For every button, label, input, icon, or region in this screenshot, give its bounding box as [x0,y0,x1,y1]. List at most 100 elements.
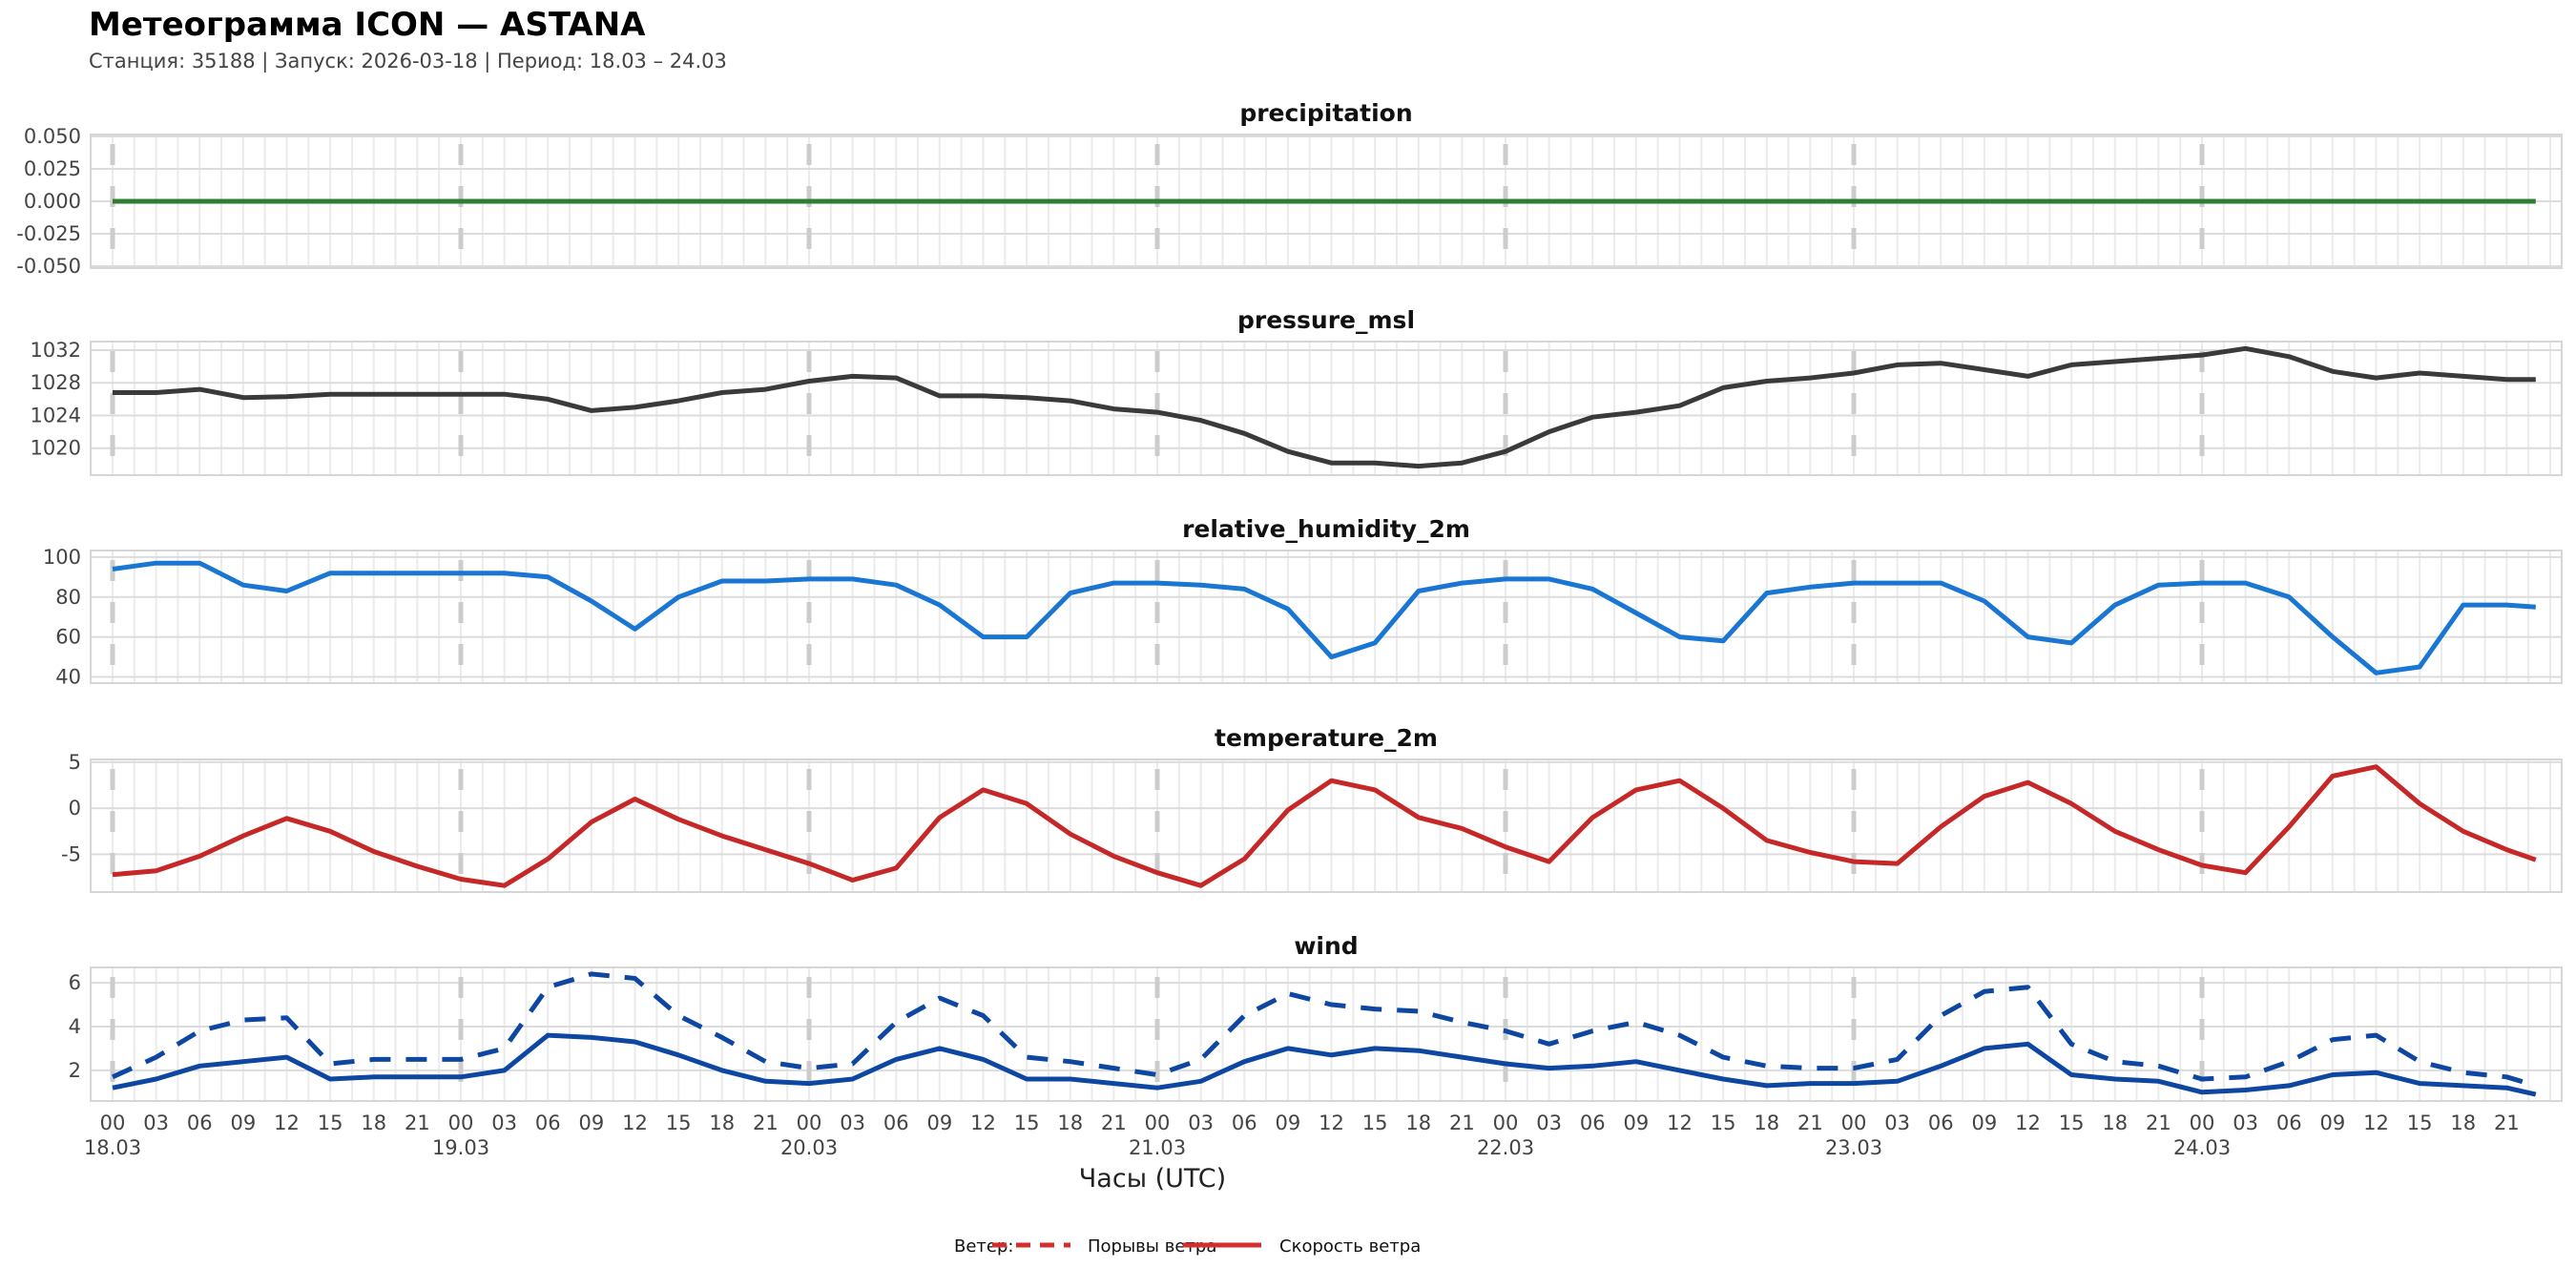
x-tick-label: 21 [2146,1111,2171,1134]
chart-subtitle: Станция: 35188 | Запуск: 2026-03-18 | Пе… [89,50,727,73]
x-tick-label: 03 [840,1111,865,1134]
x-tick-label: 06 [535,1111,561,1134]
x-date-label: 24.03 [2173,1136,2231,1159]
y-tick-label: 80 [55,586,81,609]
x-date-label: 22.03 [1477,1136,1534,1159]
wind-gust-line-wind [111,971,2537,1089]
x-tick-label: 09 [579,1111,605,1134]
y-tick-label: 5 [69,751,81,774]
x-tick-label: 12 [1319,1111,1344,1134]
x-tick-label: 12 [274,1111,300,1134]
x-tick-label: 00 [1145,1111,1171,1134]
x-tick-label: 21 [1449,1111,1475,1134]
x-tick-label: 21 [405,1111,430,1134]
x-tick-label: 00 [797,1111,822,1134]
panel-frame [90,550,2563,684]
x-tick-label: 15 [2059,1111,2085,1134]
y-tick-label: 0.025 [24,157,81,180]
legend-gust-label: Порывы ветра [1088,1236,1216,1257]
y-tick-label: 40 [55,666,81,689]
panel-frame [90,758,2563,893]
panel-title: temperature_2m [1215,724,1438,752]
x-axis-label: Часы (UTC) [1079,1164,1226,1194]
series-line-wind [112,1032,2537,1097]
x-date-label: 20.03 [780,1136,838,1159]
x-date-label: 23.03 [1825,1136,1882,1159]
legend-title: Ветер: [954,1236,1013,1257]
x-tick-label: 06 [1580,1111,1606,1134]
x-tick-label: 06 [2276,1111,2302,1134]
x-tick-label: 12 [2015,1111,2041,1134]
x-tick-label: 15 [666,1111,692,1134]
x-tick-label: 12 [2363,1111,2389,1134]
x-tick-label: 00 [1841,1111,1867,1134]
x-tick-label: 09 [2320,1111,2346,1134]
x-tick-label: 21 [1101,1111,1127,1134]
y-tick-label: 1024 [31,404,81,426]
y-tick-label: 4 [69,1015,81,1038]
x-tick-label: 00 [448,1111,474,1134]
x-tick-label: 06 [1232,1111,1257,1134]
x-tick-label: 18 [709,1111,735,1134]
x-date-label: 18.03 [84,1136,141,1159]
x-tick-label: 18 [2102,1111,2128,1134]
x-tick-label: 09 [1624,1111,1650,1134]
x-tick-label: 06 [187,1111,213,1134]
x-tick-label: 09 [1972,1111,1998,1134]
x-tick-label: 03 [2233,1111,2258,1134]
x-tick-label: 06 [883,1111,909,1134]
y-tick-label: -5 [61,842,81,865]
panel-frame [90,966,2563,1102]
x-tick-label: 21 [2494,1111,2520,1134]
legend-speed-label: Скорость ветра [1279,1236,1421,1257]
y-tick-label: 0 [69,797,81,820]
x-tick-label: 09 [1276,1111,1301,1134]
x-tick-label: 15 [318,1111,343,1134]
y-tick-label: 1028 [31,371,81,394]
panel-title: relative_humidity_2m [1182,515,1470,543]
x-tick-label: 15 [1014,1111,1040,1134]
series-line-relative-humidity-2m [112,560,2536,675]
x-date-label: 19.03 [432,1136,489,1159]
y-tick-label: -0.025 [16,222,81,245]
x-tick-label: 06 [1928,1111,1954,1134]
series-line-pressure-msl [113,345,2536,469]
chart-title: Метеограмма ICON — ASTANA [89,6,646,44]
x-tick-label: 21 [1797,1111,1823,1134]
x-tick-label: 15 [1711,1111,1736,1134]
x-tick-label: 18 [2450,1111,2476,1134]
x-tick-label: 03 [491,1111,517,1134]
x-tick-label: 00 [2190,1111,2215,1134]
x-tick-label: 18 [1405,1111,1431,1134]
x-tick-label: 12 [622,1111,648,1134]
panel-frame [90,134,2563,269]
x-tick-label: 03 [1188,1111,1214,1134]
x-tick-label: 18 [1754,1111,1779,1134]
y-tick-label: 0.000 [24,190,81,213]
y-tick-label: 1032 [31,339,81,362]
y-tick-label: 100 [43,546,81,569]
x-tick-label: 03 [1536,1111,1562,1134]
panel-title: pressure_msl [1237,306,1415,334]
y-tick-label: 2 [69,1059,81,1082]
y-tick-label: 6 [69,971,81,994]
y-tick-label: 0.050 [24,125,81,148]
x-tick-label: 15 [1362,1111,1388,1134]
x-tick-label: 12 [970,1111,996,1134]
panel-title: precipitation [1239,99,1412,127]
x-tick-label: 03 [143,1111,169,1134]
panel-title: wind [1294,932,1358,960]
x-tick-label: 15 [2407,1111,2433,1134]
x-tick-label: 09 [927,1111,953,1134]
x-tick-label: 18 [1057,1111,1083,1134]
y-tick-label: -0.050 [16,255,81,278]
x-tick-label: 12 [1667,1111,1693,1134]
x-tick-label: 09 [231,1111,257,1134]
x-tick-label: 21 [753,1111,779,1134]
series-line-temperature-2m [112,764,2537,888]
x-tick-label: 03 [1884,1111,1910,1134]
x-tick-label: 00 [100,1111,126,1134]
y-tick-label: 60 [55,626,81,649]
panel-frame [90,341,2563,476]
